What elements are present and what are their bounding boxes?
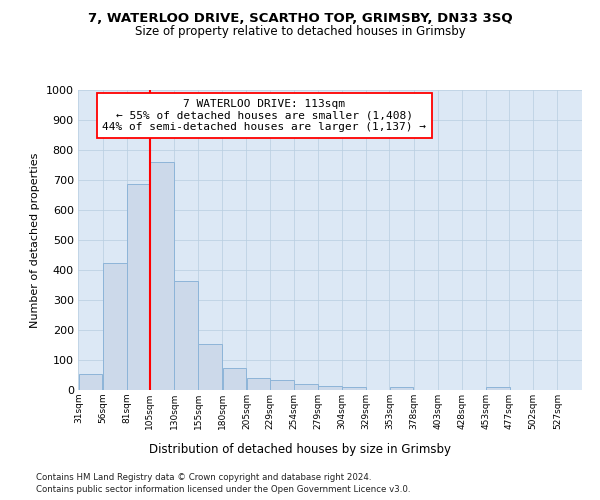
Text: 7, WATERLOO DRIVE, SCARTHO TOP, GRIMSBY, DN33 3SQ: 7, WATERLOO DRIVE, SCARTHO TOP, GRIMSBY,… xyxy=(88,12,512,26)
Text: 7 WATERLOO DRIVE: 113sqm
← 55% of detached houses are smaller (1,408)
44% of sem: 7 WATERLOO DRIVE: 113sqm ← 55% of detach… xyxy=(103,99,427,132)
Bar xyxy=(79,374,103,390)
Bar xyxy=(103,264,127,390)
Bar xyxy=(486,387,510,390)
Bar xyxy=(150,162,174,390)
Bar xyxy=(127,184,151,390)
Text: Contains public sector information licensed under the Open Government Licence v3: Contains public sector information licen… xyxy=(36,485,410,494)
Bar xyxy=(199,344,222,390)
Bar xyxy=(223,368,246,390)
Text: Size of property relative to detached houses in Grimsby: Size of property relative to detached ho… xyxy=(134,25,466,38)
Bar xyxy=(389,387,413,390)
Text: Contains HM Land Registry data © Crown copyright and database right 2024.: Contains HM Land Registry data © Crown c… xyxy=(36,472,371,482)
Bar xyxy=(270,380,293,390)
Bar xyxy=(294,384,317,390)
Bar xyxy=(343,387,366,390)
Text: Distribution of detached houses by size in Grimsby: Distribution of detached houses by size … xyxy=(149,442,451,456)
Y-axis label: Number of detached properties: Number of detached properties xyxy=(30,152,40,328)
Bar xyxy=(247,378,271,390)
Bar xyxy=(318,386,342,390)
Bar xyxy=(175,282,198,390)
